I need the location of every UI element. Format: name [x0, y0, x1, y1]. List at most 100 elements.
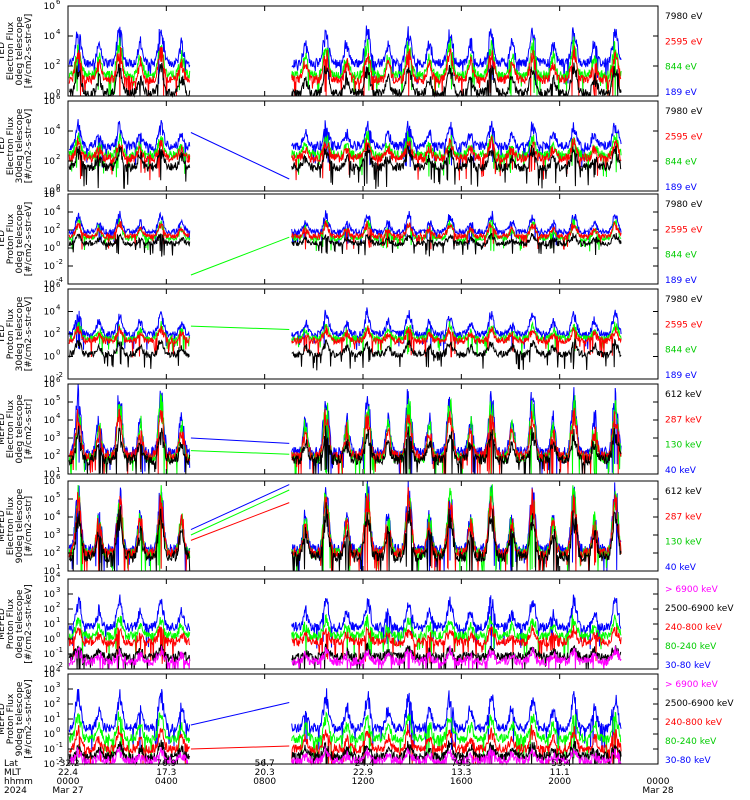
y-axis-label-line: [#/cm2-s-str-keV]	[24, 679, 34, 758]
y-axis-label-line: Proton Flux	[6, 308, 16, 359]
y-axis-label-line: Proton Flux	[6, 213, 16, 264]
gap-connector-green	[190, 450, 290, 455]
y-axis-label: TEDProton Flux30deg telescope[#/cm2-s-st…	[0, 296, 34, 371]
y-axis-label: MEPEDElectron Flux90deg telescope[#/cm2-…	[0, 488, 34, 563]
time-axis-labels: Lat -32.2 76.9 56.7 -24.4 79.5 -53.4 MLT 22.4 17.…	[4, 759, 674, 796]
time-axis-value: -32.2	[56, 759, 79, 769]
legend-entry: 2500-6900 keV	[665, 699, 734, 709]
y-tick-exponent: 3	[56, 430, 60, 438]
time-axis-row-label: hhmm	[4, 777, 33, 787]
y-tick-exponent: 2	[56, 696, 60, 704]
y-axis-label: TEDProton Flux0deg telescope[#/cm2-s-str…	[0, 202, 34, 277]
series-80-240-kev	[68, 613, 622, 659]
y-axis-label-line: 0deg telescope	[15, 394, 25, 464]
gap-connector-blue	[190, 437, 290, 444]
y-tick-label: 10	[44, 650, 56, 660]
legend-entry: 189 eV	[665, 183, 698, 193]
time-axis-value: 76.9	[156, 759, 176, 769]
series-2595-ev	[68, 135, 622, 181]
y-tick-label: 10	[44, 670, 56, 680]
y-axis-label-line: Electron Flux	[6, 21, 16, 80]
legend-entry: 30-80 keV	[665, 756, 711, 766]
legend-entry: 40 keV	[665, 466, 697, 476]
y-tick-exponent: 4	[56, 304, 61, 312]
y-tick-exponent: -2	[56, 756, 63, 764]
gap-connector-blue	[190, 484, 290, 531]
y-axis-label-line: [#/cm2-s-str-eV]	[24, 109, 34, 184]
series-30-80-kev	[68, 594, 622, 650]
y-tick-exponent: 0	[56, 88, 60, 96]
y-tick-label: 10	[44, 434, 56, 444]
legend-entry: 40 keV	[665, 563, 697, 573]
legend-entry: 844 eV	[665, 251, 698, 261]
y-tick-exponent: 2	[56, 448, 60, 456]
y-axis-label-line: 90deg telescope	[15, 681, 25, 756]
series--6900-kev	[68, 745, 622, 766]
y-tick-exponent: 4	[56, 123, 61, 131]
series-2595-ev	[68, 219, 622, 250]
gap-connector-blue	[190, 132, 290, 180]
time-axis-value: 1600	[450, 777, 473, 787]
legend-entry: 7980 eV	[665, 295, 703, 305]
y-tick-label: 10	[44, 605, 56, 615]
y-axis-label: TEDElectron Flux30deg telescope[#/cm2-s-…	[0, 108, 34, 183]
y-tick-exponent: 0	[56, 631, 60, 639]
gap-connector-green	[190, 325, 290, 330]
y-tick-label: 10	[44, 549, 56, 559]
y-tick-exponent: -2	[56, 661, 63, 669]
series-7980-ev	[68, 232, 622, 257]
y-tick-label: 10	[44, 92, 56, 102]
y-tick-exponent: 6	[56, 376, 61, 384]
y-axis-label: MEPEDProton Flux90deg telescope[#/cm2-s-…	[0, 679, 34, 758]
y-axis-label-line: 0deg telescope	[15, 204, 25, 274]
time-axis-value: 1200	[352, 777, 375, 787]
y-tick-label: 10	[44, 665, 56, 675]
time-axis-value: 0400	[155, 777, 178, 787]
y-tick-exponent: 4	[56, 666, 61, 674]
y-tick-label: 10	[44, 620, 56, 630]
y-tick-exponent: 4	[56, 412, 61, 420]
y-tick-exponent: 6	[56, 93, 61, 101]
y-tick-label: 10	[44, 470, 56, 480]
y-tick-exponent: 2	[56, 545, 60, 553]
gap-connector-green	[190, 489, 290, 536]
legend-entry: 287 keV	[665, 512, 702, 522]
y-axis-label-line: Proton Flux	[6, 598, 16, 649]
y-axis-label-line: MEPED	[0, 703, 7, 735]
legend-entry: 2500-6900 keV	[665, 604, 734, 614]
y-tick-exponent: 0	[56, 183, 60, 191]
legend-entry: > 6900 keV	[665, 680, 719, 690]
y-tick-exponent: 1	[56, 466, 60, 474]
time-axis-value: 22.4	[58, 768, 78, 778]
gap-connector-red	[190, 745, 290, 750]
y-axis-label-line: Electron Flux	[6, 116, 16, 175]
y-tick-exponent: 4	[56, 509, 61, 517]
series-80-240-kev	[68, 711, 622, 760]
y-tick-label: 10	[44, 127, 56, 137]
y-tick-label: 10	[44, 244, 56, 254]
y-tick-label: 10	[44, 590, 56, 600]
series-612-kev	[68, 502, 622, 572]
legend-entry: 189 eV	[665, 371, 698, 381]
y-tick-label: 10	[44, 567, 56, 577]
gap-connector-green	[190, 236, 290, 276]
legend-entry: 130 keV	[665, 441, 702, 451]
y-tick-label: 10	[44, 62, 56, 72]
y-axis-label-line: Electron Flux	[6, 496, 16, 555]
legend-entry: 612 keV	[665, 487, 702, 497]
legend-entry: 2595 eV	[665, 132, 703, 142]
y-tick-label: 10	[44, 2, 56, 12]
y-axis-label-line: Electron Flux	[6, 399, 16, 458]
y-tick-exponent: 4	[56, 28, 61, 36]
y-tick-exponent: 3	[56, 681, 60, 689]
y-tick-label: 10	[44, 380, 56, 390]
y-axis-label-line: [#/cm2-s-str-eV]	[24, 202, 34, 277]
y-axis-label-line: 0deg telescope	[15, 16, 25, 86]
legend-entry: 287 keV	[665, 415, 702, 425]
